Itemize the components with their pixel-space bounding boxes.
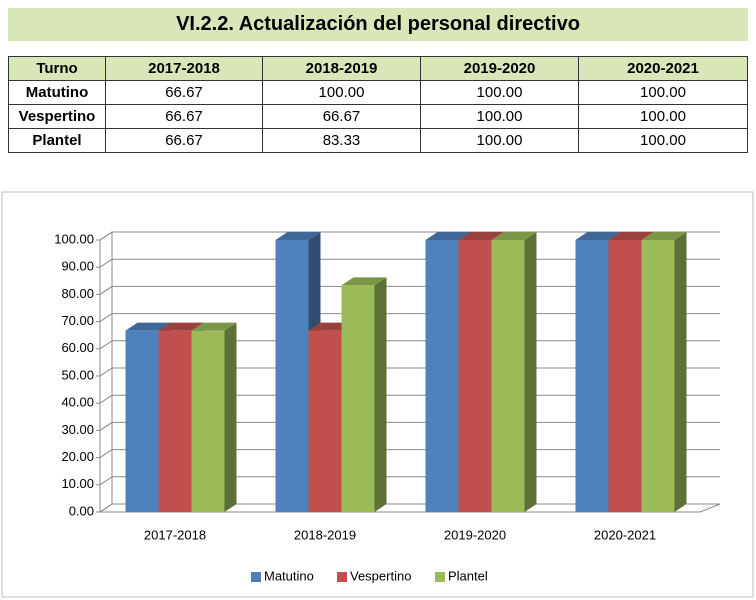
header-cell: 2018-2019 xyxy=(262,56,421,81)
grid-line xyxy=(99,476,720,486)
grid-line xyxy=(99,285,720,295)
data-table: Turno 2017-2018 2018-2019 2019-2020 2020-202… xyxy=(8,56,748,153)
bar xyxy=(491,240,525,512)
grid-line xyxy=(99,231,720,241)
bar-top xyxy=(125,322,171,331)
table-cell: 66.67 xyxy=(105,128,263,153)
bar-top xyxy=(191,322,237,331)
table-cell: 100.00 xyxy=(420,104,579,129)
table-cell: 100.00 xyxy=(420,80,579,105)
bar-top xyxy=(425,232,471,240)
grid-line xyxy=(99,340,720,350)
bar-top xyxy=(491,232,537,240)
legend-label: Vespertino xyxy=(350,568,411,583)
bar xyxy=(191,330,225,512)
bar xyxy=(641,240,675,512)
bar xyxy=(425,240,459,512)
grid-line xyxy=(99,394,720,404)
y-tick-label: 40.00 xyxy=(61,395,94,410)
side-wall xyxy=(99,231,113,513)
table-cell: 66.67 xyxy=(105,80,263,105)
bar-side xyxy=(224,322,237,512)
bar-side xyxy=(674,232,687,512)
table-body: Matutino 66.67 100.00 100.00 100.00 Vespertin… xyxy=(8,80,748,153)
bar-top xyxy=(308,322,354,331)
table-cell: Matutino xyxy=(8,80,106,105)
bar-side xyxy=(608,232,621,512)
bar-side xyxy=(374,277,387,512)
bar-top xyxy=(158,322,204,331)
legend-label: Plantel xyxy=(448,568,488,583)
table-row: Vespertino 66.67 66.67 100.00 100.00 xyxy=(8,104,748,129)
table-cell: 83.33 xyxy=(262,128,421,153)
header-cell: Turno xyxy=(8,56,106,81)
y-tick-label: 30.00 xyxy=(61,422,94,437)
bar xyxy=(608,240,642,512)
legend-label: Matutino xyxy=(264,568,314,583)
bar-side xyxy=(458,232,471,512)
grid-line xyxy=(99,367,720,377)
table-cell: 66.67 xyxy=(105,104,263,129)
table-row: Matutino 66.67 100.00 100.00 100.00 xyxy=(8,80,748,105)
bar-side xyxy=(191,322,204,512)
table-cell: 100.00 xyxy=(420,128,579,153)
table-row: Plantel 66.67 83.33 100.00 100.00 xyxy=(8,128,748,153)
y-tick-label: 100.00 xyxy=(54,231,94,246)
y-tick-label: 50.00 xyxy=(61,367,94,382)
bar-top xyxy=(275,232,321,240)
x-tick-label: 2019-2020 xyxy=(444,527,506,542)
table-cell: 100.00 xyxy=(578,80,748,105)
table-cell: 100.00 xyxy=(262,80,421,105)
bar xyxy=(341,285,375,512)
y-tick-label: 70.00 xyxy=(61,313,94,328)
bar-top xyxy=(641,232,687,240)
bar-side xyxy=(341,322,354,512)
y-tick-label: 20.00 xyxy=(61,449,94,464)
grid-line xyxy=(99,503,720,513)
bar-side xyxy=(158,322,171,512)
bar-top xyxy=(608,232,654,240)
y-tick-label: 90.00 xyxy=(61,259,94,274)
header-cell: 2019-2020 xyxy=(420,56,579,81)
y-tick-label: 60.00 xyxy=(61,340,94,355)
bar xyxy=(275,240,309,512)
x-tick-label: 2018-2019 xyxy=(294,527,356,542)
title: VI.2.2. Actualización del personal direc… xyxy=(8,8,748,41)
bar-side xyxy=(524,232,537,512)
bar-side xyxy=(491,232,504,512)
floor xyxy=(98,503,721,513)
chart-frame xyxy=(1,191,754,598)
y-tick-label: 0.00 xyxy=(69,503,94,518)
bar xyxy=(125,330,159,512)
bar xyxy=(308,330,342,512)
bar-side xyxy=(641,232,654,512)
table-cell: Vespertino xyxy=(8,104,106,129)
table-cell: 100.00 xyxy=(578,128,748,153)
table-cell: Plantel xyxy=(8,128,106,153)
table-header: Turno 2017-2018 2018-2019 2019-2020 2020-202… xyxy=(8,56,748,81)
bar-top xyxy=(341,277,387,286)
grid-line xyxy=(99,258,720,268)
grid-line xyxy=(99,449,720,459)
table-cell: 100.00 xyxy=(578,104,748,129)
y-tick-label: 10.00 xyxy=(61,476,94,491)
bar xyxy=(158,330,192,512)
grid-line xyxy=(99,313,720,323)
bar-top xyxy=(575,232,621,240)
header-cell: 2020-2021 xyxy=(578,56,748,81)
bar xyxy=(575,240,609,512)
grid-line xyxy=(99,421,720,431)
header-cell: 2017-2018 xyxy=(105,56,263,81)
legend-swatch xyxy=(337,572,347,582)
legend-swatch xyxy=(251,572,261,582)
legend-swatch xyxy=(435,572,445,582)
x-tick-label: 2020-2021 xyxy=(594,527,656,542)
y-tick-label: 80.00 xyxy=(61,286,94,301)
bar xyxy=(458,240,492,512)
x-tick-label: 2017-2018 xyxy=(144,527,206,542)
bar-top xyxy=(458,232,504,240)
table-cell: 66.67 xyxy=(262,104,421,129)
bar-side xyxy=(308,232,321,512)
